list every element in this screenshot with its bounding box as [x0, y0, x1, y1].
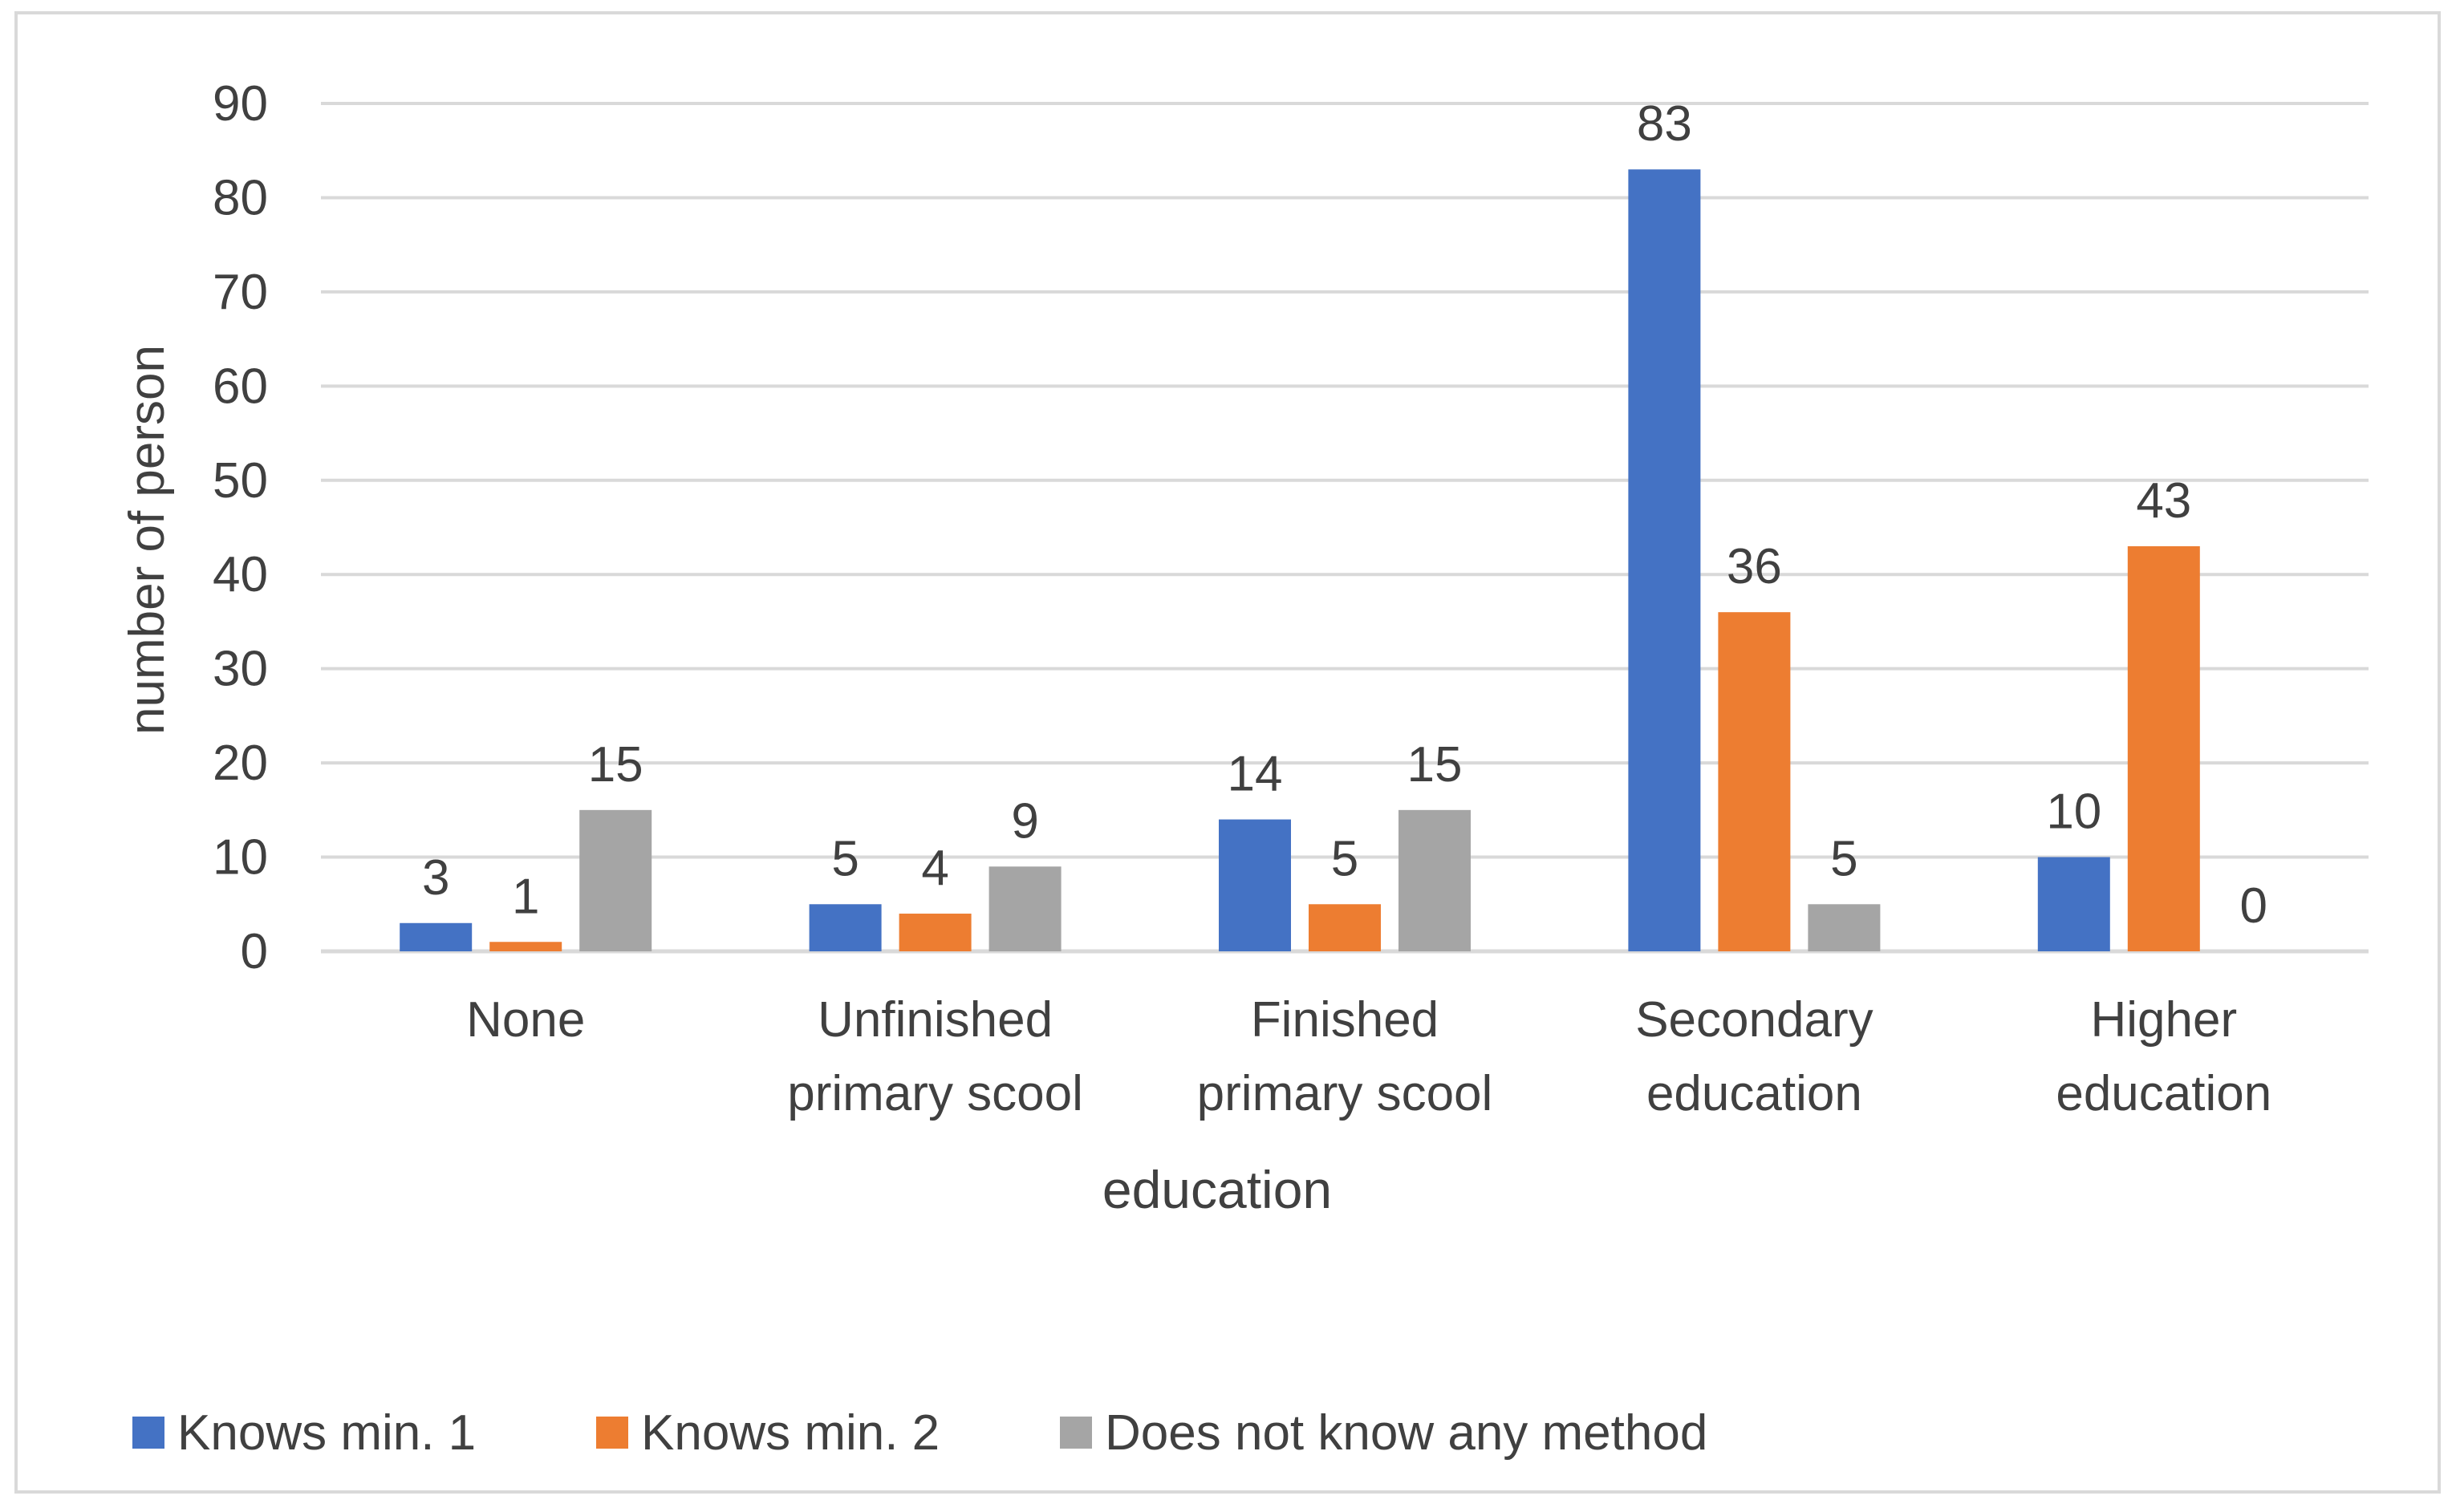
x-tick-label-4: Higher education	[2056, 992, 2271, 1121]
data-labels: 3 1 15 5 4 9 14 5 15 83 36 5 10 43 0	[422, 96, 2267, 934]
x-tick-label-line: Secondary	[1635, 992, 1873, 1048]
x-axis-title: education	[1102, 1160, 1332, 1219]
bar-2-1	[1309, 904, 1381, 951]
bar-2-0	[1219, 819, 1291, 951]
y-tick-label-80: 80	[213, 170, 268, 225]
bar-0-1	[489, 942, 562, 951]
x-tick-label-line: education	[2056, 1066, 2271, 1121]
y-tick-label-20: 20	[213, 736, 268, 791]
x-tick-label-line: primary scool	[787, 1066, 1083, 1121]
x-tick-label-2: Finished primary scool	[1197, 992, 1493, 1121]
bar-3-0	[1628, 169, 1701, 951]
bar-4-0	[2037, 857, 2110, 951]
data-label-2-1: 5	[1331, 831, 1358, 886]
bars	[400, 169, 2200, 951]
bar-1-0	[809, 904, 882, 951]
legend-swatch-2	[1060, 1417, 1092, 1449]
y-tick-label-70: 70	[213, 265, 268, 320]
x-tick-label-3: Secondary education	[1635, 992, 1873, 1121]
data-label-3-0: 83	[1637, 96, 1692, 152]
y-tick-label-40: 40	[213, 547, 268, 602]
x-tick-label-1: Unfinished primary scool	[787, 992, 1083, 1121]
data-label-0-2: 15	[588, 737, 643, 792]
y-tick-label-90: 90	[213, 76, 268, 132]
legend-swatch-0	[132, 1417, 164, 1449]
legend-swatch-1	[596, 1417, 628, 1449]
gridlines	[321, 102, 2369, 954]
data-label-4-0: 10	[2046, 784, 2101, 840]
bar-0-2	[579, 809, 652, 951]
x-axis-ticks: None Unfinished primary scool Finished prima…	[466, 992, 2271, 1121]
y-tick-label-50: 50	[213, 453, 268, 509]
x-tick-label-line: Higher	[2090, 992, 2237, 1048]
data-label-4-1: 43	[2136, 473, 2191, 529]
data-label-1-1: 4	[921, 841, 948, 896]
y-axis-title: number of person	[120, 345, 175, 735]
data-label-1-2: 9	[1011, 793, 1038, 849]
legend-label-2: Does not know any method	[1105, 1405, 1707, 1461]
y-tick-label-30: 30	[213, 642, 268, 697]
x-tick-label-0: None	[466, 992, 585, 1048]
y-axis-ticks: 0 10 20 30 40 50 60 70 80 90	[213, 76, 268, 979]
data-label-3-1: 36	[1727, 539, 1782, 594]
data-label-4-2: 0	[2240, 878, 2267, 934]
bar-1-1	[899, 914, 972, 951]
chart-frame: 0 10 20 30 40 50 60 70 80 90 3 1 15 5 4 9 14 5 15 83 36 5 10 4…	[14, 11, 2441, 1494]
x-tick-label-line: primary scool	[1197, 1066, 1493, 1121]
bar-0-0	[400, 922, 473, 951]
data-label-2-0: 14	[1228, 747, 1283, 802]
y-tick-label-60: 60	[213, 359, 268, 414]
legend-label-0: Knows min. 1	[177, 1405, 476, 1461]
bar-chart: 0 10 20 30 40 50 60 70 80 90 3 1 15 5 4 9 14 5 15 83 36 5 10 4…	[120, 76, 2369, 1461]
x-tick-label-line: education	[1646, 1066, 1862, 1121]
legend: Knows min. 1 Knows min. 2 Does not know an…	[132, 1405, 1707, 1461]
bar-3-2	[1808, 904, 1881, 951]
x-tick-label-line: None	[466, 992, 585, 1048]
data-label-3-2: 5	[1830, 831, 1857, 886]
y-tick-label-0: 0	[241, 924, 268, 979]
x-tick-label-line: Finished	[1251, 992, 1439, 1048]
data-label-1-0: 5	[831, 831, 859, 886]
legend-label-1: Knows min. 2	[641, 1405, 940, 1461]
data-label-0-0: 3	[422, 850, 449, 906]
x-tick-label-line: Unfinished	[818, 992, 1053, 1048]
data-label-0-1: 1	[512, 869, 539, 924]
bar-4-1	[2127, 545, 2200, 951]
y-tick-label-10: 10	[213, 830, 268, 886]
bar-3-1	[1718, 612, 1791, 951]
bar-2-2	[1398, 809, 1471, 951]
bar-1-2	[988, 866, 1062, 951]
data-label-2-2: 15	[1407, 737, 1463, 792]
